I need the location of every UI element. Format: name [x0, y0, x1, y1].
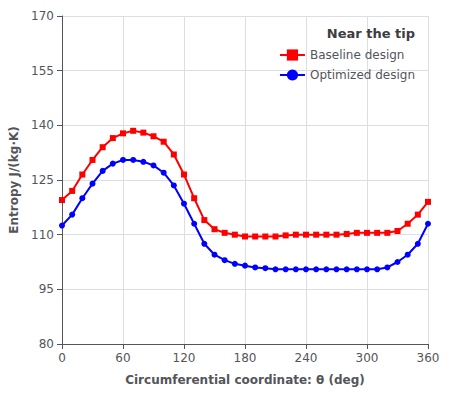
svg-text:170: 170: [31, 9, 54, 23]
svg-text:110: 110: [31, 228, 54, 242]
svg-text:Near the tip: Near the tip: [327, 26, 415, 41]
svg-text:125: 125: [31, 173, 54, 187]
svg-text:240: 240: [295, 351, 318, 365]
svg-text:Optimized design: Optimized design: [310, 68, 415, 82]
svg-text:180: 180: [234, 351, 257, 365]
svg-text:Baseline design: Baseline design: [310, 48, 405, 62]
svg-text:120: 120: [173, 351, 196, 365]
svg-text:Entropy J/(kg·K): Entropy J/(kg·K): [7, 126, 21, 233]
svg-text:95: 95: [39, 282, 54, 296]
svg-text:300: 300: [356, 351, 379, 365]
svg-text:140: 140: [31, 118, 54, 132]
svg-text:Circumferential coordinate: θ: Circumferential coordinate: θ (deg): [125, 373, 365, 387]
svg-text:60: 60: [115, 351, 130, 365]
svg-text:360: 360: [417, 351, 440, 365]
svg-text:80: 80: [39, 337, 54, 351]
svg-text:0: 0: [58, 351, 66, 365]
svg-text:155: 155: [31, 64, 54, 78]
